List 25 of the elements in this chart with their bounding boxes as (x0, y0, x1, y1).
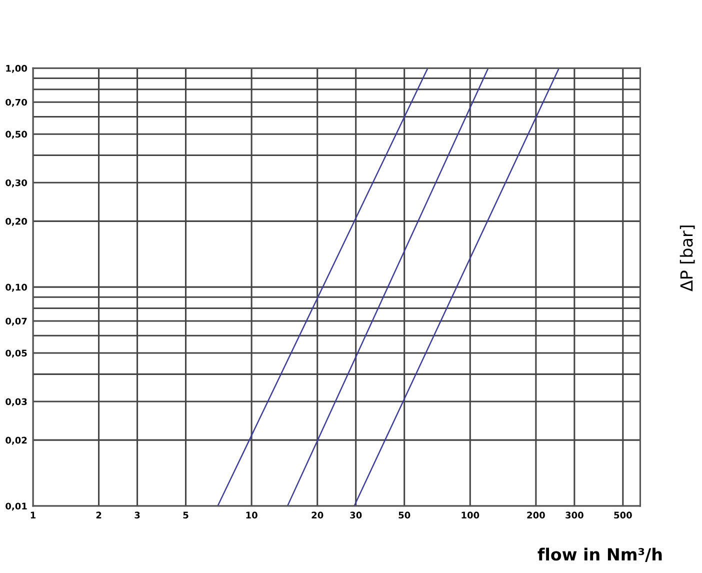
x-tick-label: 200 (527, 512, 545, 519)
x-tick-label: 20 (312, 512, 324, 519)
y-tick-label: 0,30 (6, 179, 28, 188)
y-tick-label: 0,03 (6, 398, 27, 406)
x-tick-label: 50 (398, 512, 410, 519)
x-axis-title: flow in Nm³/h (538, 548, 662, 562)
y-tick-label: 0,10 (6, 284, 28, 292)
x-tick-label: 500 (614, 512, 632, 519)
y-tick-label: 0,20 (6, 218, 28, 226)
x-tick-label: 100 (462, 512, 480, 519)
x-tick-label: 2 (96, 512, 102, 518)
y-tick-label: 0,01 (6, 502, 27, 511)
x-tick-label: 300 (566, 512, 584, 519)
y-tick-label: 0,02 (6, 436, 27, 445)
x-tick-label: 30 (350, 512, 362, 519)
y-tick-label: 0,70 (6, 98, 28, 107)
x-tick-label: 1 (30, 512, 36, 518)
x-tick-label: 10 (246, 512, 258, 519)
y-tick-label: 1,00 (6, 64, 28, 73)
y-tick-label: 0,05 (6, 350, 27, 358)
y-axis-title: ΔP [bar] (680, 226, 695, 292)
x-tick-label: 5 (183, 512, 188, 519)
y-tick-label: 0,07 (6, 318, 27, 326)
y-tick-label: 0,50 (6, 130, 28, 139)
x-tick-label: 3 (134, 512, 140, 519)
